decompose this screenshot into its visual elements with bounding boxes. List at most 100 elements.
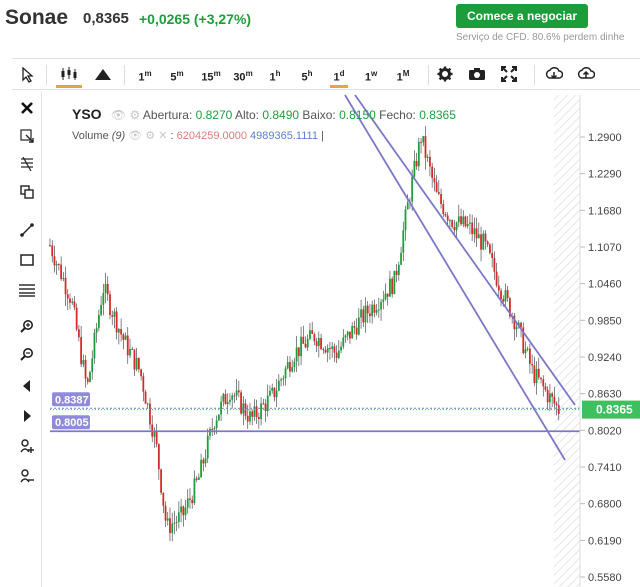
candle-body (211, 428, 214, 430)
area-chart-icon[interactable] (90, 59, 116, 90)
open-value: 0.8270 (195, 108, 233, 122)
candle-body (289, 362, 291, 372)
candle-body (306, 338, 309, 348)
candle-body (489, 244, 491, 253)
candle-body (131, 348, 134, 350)
candle-body (506, 290, 509, 299)
download-icon[interactable] (542, 59, 566, 90)
pointer-icon[interactable] (16, 59, 40, 90)
y-tick-label: 0.6800 (588, 499, 622, 511)
candle-body (200, 459, 202, 478)
timeframe-30m[interactable]: 30m (233, 69, 253, 84)
candle-body (255, 406, 258, 418)
candle-body (349, 331, 351, 339)
upload-icon[interactable] (574, 59, 598, 90)
candle-body (75, 307, 78, 330)
candle-body (173, 522, 176, 524)
zoom-out-icon[interactable] (16, 343, 38, 365)
measure-icon[interactable] (16, 435, 38, 457)
timeframe-1M[interactable]: 1M (396, 69, 410, 84)
volume-separator: | (321, 130, 324, 142)
candle-body (320, 337, 322, 350)
candle-body (353, 326, 356, 328)
y-tick-label: 0.6190 (588, 535, 622, 547)
legend-symbol: YSO (72, 106, 102, 122)
forward-icon[interactable] (16, 405, 38, 427)
magnet-icon[interactable] (16, 465, 38, 487)
rectangle-icon[interactable] (16, 249, 38, 271)
start-trading-button[interactable]: Comece a negociar (456, 4, 588, 28)
candle-body (482, 233, 485, 250)
candle-body (97, 314, 100, 329)
candle-body (331, 346, 334, 349)
candle-body (364, 305, 367, 323)
candle-body (515, 326, 518, 330)
candle-body (142, 376, 145, 392)
y-tick-label: 1.1070 (588, 242, 622, 254)
candle-body (435, 182, 438, 193)
timeframe-1h[interactable]: 1h (269, 69, 281, 84)
candle-body (540, 377, 542, 380)
settings-icon[interactable] (434, 59, 456, 90)
eye-icon[interactable]: 👁 ⚙ (110, 108, 141, 122)
candle-body (93, 332, 96, 359)
candle-body (369, 313, 371, 317)
candle-body (324, 349, 327, 353)
hlines-icon[interactable] (16, 279, 38, 301)
candle-body (455, 222, 458, 231)
candle-body (311, 330, 314, 334)
candle-body (297, 347, 300, 357)
candle-body (253, 406, 256, 417)
candle-body (542, 379, 545, 387)
candle-body (80, 337, 83, 365)
candles-icon[interactable] (52, 59, 86, 90)
candle-body (464, 216, 467, 227)
candle-body (209, 428, 211, 436)
candle-body (291, 367, 294, 372)
level-tag (52, 415, 90, 430)
back-icon[interactable] (16, 375, 38, 397)
candle-body (395, 270, 398, 276)
candle-body (237, 390, 240, 393)
candle-body (417, 141, 420, 167)
fullscreen-icon[interactable] (498, 59, 520, 90)
close-icon[interactable] (16, 97, 38, 119)
timeframe-5m[interactable]: 5m (170, 69, 184, 84)
candle-body (426, 156, 429, 158)
y-tick-label: 1.2900 (588, 132, 622, 144)
candle-body (315, 341, 318, 347)
candle-body (260, 403, 262, 419)
fib-icon[interactable] (16, 153, 38, 175)
candle-body (380, 301, 382, 310)
zoom-in-icon[interactable] (16, 315, 38, 337)
crosshair-icon[interactable] (16, 125, 38, 147)
candle-body (475, 228, 478, 239)
trendline-icon[interactable] (16, 219, 38, 241)
timeframe-15m[interactable]: 15m (201, 69, 221, 84)
candle-body (502, 298, 505, 302)
timeframe-1d[interactable]: 1d (326, 59, 352, 90)
candle-body (446, 215, 449, 221)
candle-body (420, 141, 422, 143)
timeframe-1w[interactable]: 1w (364, 69, 378, 84)
candle-body (520, 322, 522, 328)
timeframe-1m[interactable]: 1m (138, 69, 152, 84)
candle-body (284, 368, 287, 379)
candle-body (484, 233, 487, 242)
volume-tools-icon[interactable]: 👁 ⚙ ✕ (128, 130, 168, 142)
open-label: Abertura: (142, 108, 193, 122)
camera-icon[interactable] (466, 59, 488, 90)
candle-body (460, 216, 462, 225)
level-tag-text: 0.8005 (55, 417, 89, 429)
candle-body (555, 403, 558, 406)
timeframe-5h[interactable]: 5h (301, 69, 313, 84)
candle-body (486, 241, 489, 245)
candle-body (271, 387, 274, 391)
candle-body (84, 359, 87, 379)
y-tick-label: 1.0460 (588, 279, 622, 291)
low-label: Baixo: (302, 108, 336, 122)
clone-icon[interactable] (16, 181, 38, 203)
candle-body (437, 192, 440, 194)
candle-body (57, 264, 60, 266)
